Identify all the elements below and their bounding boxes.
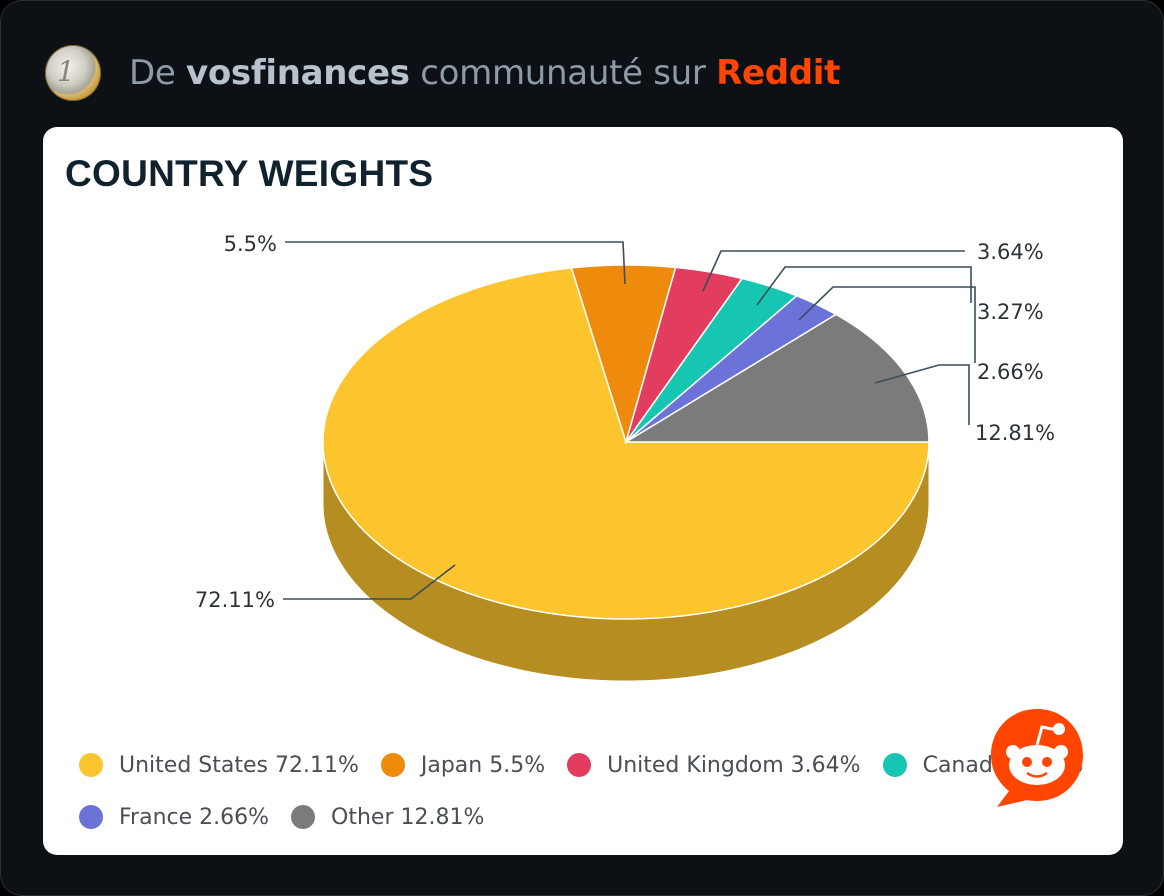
legend-swatch (79, 753, 103, 777)
reddit-snoo-icon[interactable] (987, 705, 1087, 809)
legend-item-other[interactable]: Other 12.81% (291, 805, 484, 830)
source-line: De vosfinances communauté sur Reddit (129, 53, 840, 93)
legend-item-france[interactable]: France 2.66% (79, 805, 269, 830)
leader-japan (285, 241, 626, 285)
legend-label: Other 12.81% (331, 804, 485, 830)
legend-row: United States 72.11% Japan 5.5% United Kin… (79, 739, 1119, 791)
data-label-united-states: 72.11% (195, 588, 275, 612)
chart-card: COUNTRY WEIGHTS 72.11% 5.5% 3.64% 3.27% 2.66… (43, 127, 1123, 855)
data-label-other: 12.81% (975, 421, 1055, 445)
slice-other (623, 313, 930, 443)
data-label-france: 2.66% (977, 360, 1044, 384)
legend-swatch (567, 753, 592, 777)
legend-label: United Kingdom 3.64% (607, 752, 861, 778)
legend-item-united-states[interactable]: United States 72.11% (79, 753, 359, 778)
legend-item-japan[interactable]: Japan 5.5% (380, 752, 546, 778)
source-middle: communauté sur (420, 53, 706, 93)
legend-label: United States 72.11% (119, 752, 359, 778)
leader-other (874, 364, 970, 425)
legend-swatch (882, 753, 907, 777)
leader-france (798, 286, 976, 363)
chart-legend: United States 72.11% Japan 5.5% United Kin… (79, 739, 1119, 843)
legend-swatch (79, 805, 103, 829)
chart-title: COUNTRY WEIGHTS (65, 153, 434, 194)
legend-item-united-kingdom[interactable]: United Kingdom 3.64% (567, 752, 861, 778)
legend-row: France 2.66% Other 12.81% (79, 791, 1119, 843)
legend-label: Japan 5.5% (420, 752, 546, 778)
source-prefix: De (129, 53, 176, 93)
leader-united-states (283, 564, 456, 600)
data-label-united-kingdom: 3.64% (977, 240, 1044, 264)
pie-chart: 72.11% 5.5% 3.64% 3.27% 2.66% 12.81% (195, 232, 1055, 682)
post-header: 1 De vosfinances communauté sur Reddit (45, 45, 840, 101)
legend-label: France 2.66% (119, 804, 270, 830)
euro-coin-icon[interactable]: 1 (45, 45, 101, 101)
legend-swatch (380, 753, 405, 777)
community-link[interactable]: vosfinances (186, 53, 410, 93)
leader-united-kingdom (702, 250, 965, 292)
data-label-japan: 5.5% (224, 232, 277, 256)
leader-canada (756, 266, 972, 306)
platform-link[interactable]: Reddit (716, 53, 841, 93)
legend-swatch (291, 805, 316, 829)
data-label-canada: 3.27% (977, 300, 1044, 324)
